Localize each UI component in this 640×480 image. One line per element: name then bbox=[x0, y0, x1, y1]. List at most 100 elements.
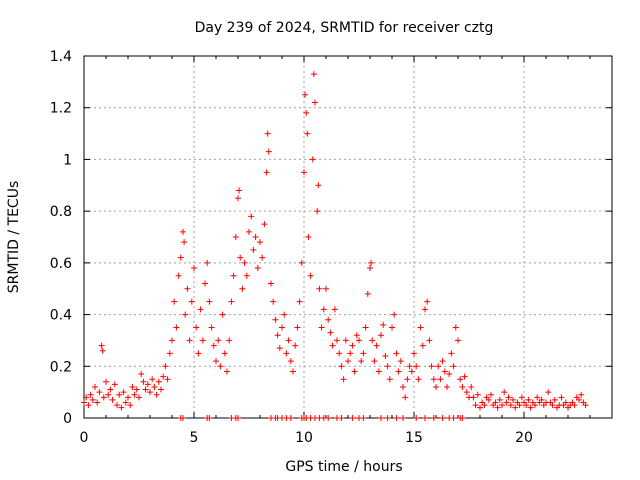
data-point bbox=[248, 213, 255, 220]
data-point bbox=[105, 391, 112, 398]
y-tick-label: 1.4 bbox=[50, 49, 72, 65]
data-point bbox=[338, 415, 345, 421]
data-point bbox=[206, 298, 213, 305]
data-point bbox=[151, 383, 158, 390]
data-point bbox=[136, 394, 142, 401]
data-point bbox=[158, 386, 164, 393]
data-point bbox=[362, 324, 369, 331]
data-point bbox=[349, 342, 356, 349]
data-point bbox=[391, 311, 398, 318]
data-point bbox=[210, 342, 217, 349]
data-point bbox=[122, 399, 129, 406]
data-point bbox=[182, 311, 189, 318]
data-point bbox=[375, 368, 382, 375]
data-point bbox=[461, 373, 468, 380]
data-point bbox=[562, 399, 569, 406]
data-point bbox=[120, 389, 127, 396]
data-point bbox=[171, 298, 178, 305]
data-point bbox=[496, 396, 503, 403]
data-point bbox=[235, 195, 241, 202]
data-point bbox=[532, 402, 538, 409]
data-point bbox=[301, 169, 307, 176]
data-point bbox=[236, 187, 243, 194]
data-point bbox=[325, 415, 332, 421]
data-point bbox=[353, 332, 360, 339]
data-point bbox=[576, 396, 582, 403]
data-point bbox=[534, 394, 541, 401]
data-point bbox=[459, 415, 466, 421]
data-point bbox=[426, 337, 433, 344]
data-point bbox=[327, 329, 334, 336]
data-point bbox=[188, 298, 195, 305]
data-point bbox=[131, 391, 138, 398]
data-point bbox=[142, 386, 149, 393]
data-point bbox=[224, 368, 230, 375]
data-point bbox=[116, 391, 123, 398]
data-point bbox=[334, 337, 340, 344]
data-point bbox=[241, 259, 248, 266]
data-point bbox=[219, 311, 226, 318]
data-point bbox=[180, 415, 186, 421]
data-point bbox=[307, 272, 314, 279]
y-tick-label: 0.2 bbox=[50, 359, 72, 375]
y-tick-label: 0.4 bbox=[50, 308, 72, 324]
data-point bbox=[221, 350, 228, 357]
data-point bbox=[380, 321, 387, 328]
data-point bbox=[100, 394, 107, 401]
data-point bbox=[239, 285, 246, 292]
data-point bbox=[296, 298, 303, 305]
data-point bbox=[512, 404, 519, 411]
data-point bbox=[180, 228, 186, 235]
data-point bbox=[474, 391, 481, 398]
data-point bbox=[89, 396, 96, 403]
data-point bbox=[298, 259, 305, 266]
data-point bbox=[303, 109, 310, 116]
data-point bbox=[527, 404, 534, 411]
data-point bbox=[160, 373, 167, 380]
data-point bbox=[202, 280, 208, 287]
data-point bbox=[446, 371, 453, 378]
data-point bbox=[304, 130, 311, 137]
data-point bbox=[457, 376, 464, 383]
data-point bbox=[428, 363, 435, 370]
data-point bbox=[435, 363, 442, 370]
data-point bbox=[246, 228, 252, 235]
data-point bbox=[378, 332, 384, 339]
data-point bbox=[430, 376, 437, 383]
data-point bbox=[264, 130, 271, 137]
data-point bbox=[369, 337, 376, 344]
data-point bbox=[254, 265, 261, 272]
data-point bbox=[230, 272, 237, 279]
data-point bbox=[378, 415, 384, 421]
data-point bbox=[276, 345, 283, 352]
data-point bbox=[153, 391, 160, 398]
data-point bbox=[96, 389, 103, 396]
data-point bbox=[175, 272, 182, 279]
data-point bbox=[144, 381, 151, 388]
data-point bbox=[393, 350, 400, 357]
data-point bbox=[184, 285, 191, 292]
data-point bbox=[83, 394, 90, 401]
chart-title: Day 239 of 2024, SRMTID for receiver czt… bbox=[195, 20, 494, 36]
data-point bbox=[384, 415, 391, 421]
data-point bbox=[204, 259, 211, 266]
data-point bbox=[129, 383, 136, 390]
data-point bbox=[450, 415, 457, 421]
data-point bbox=[294, 324, 301, 331]
data-point bbox=[384, 363, 391, 370]
data-point bbox=[199, 337, 206, 344]
data-point bbox=[367, 265, 373, 272]
data-point bbox=[285, 337, 292, 344]
data-point bbox=[417, 324, 424, 331]
data-point bbox=[437, 376, 444, 383]
data-point bbox=[310, 71, 317, 78]
data-point bbox=[551, 396, 558, 403]
data-point bbox=[263, 169, 270, 176]
data-point bbox=[336, 350, 343, 357]
data-point bbox=[373, 342, 380, 349]
data-point bbox=[173, 324, 180, 331]
data-point bbox=[250, 246, 257, 253]
data-point bbox=[283, 350, 290, 357]
data-point bbox=[147, 389, 153, 396]
data-point bbox=[402, 394, 409, 401]
